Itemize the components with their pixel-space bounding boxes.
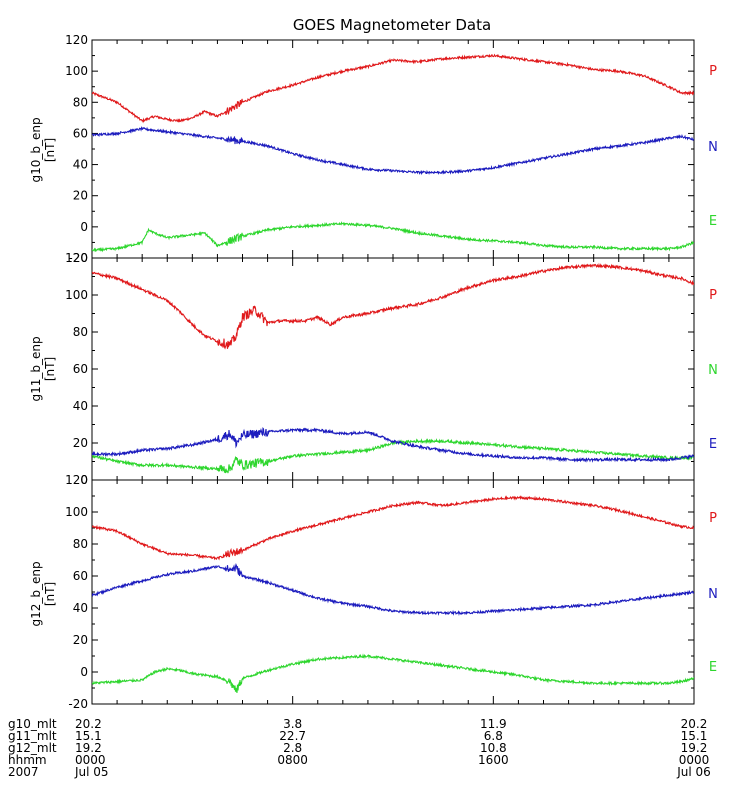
xaxis-tick-value: 10.8 xyxy=(480,741,507,755)
panel-g12-series-n-line xyxy=(92,562,694,616)
panel-g11-ytick-label: 120 xyxy=(65,251,88,265)
panel-g10-ytick-label: 0 xyxy=(80,220,88,234)
panel-g12-ytick-label: -20 xyxy=(68,697,88,711)
xaxis-tick-value: 19.2 xyxy=(75,741,102,755)
panel-g10-ytick-label: 20 xyxy=(73,189,88,203)
xaxis-tick-value: 0000 xyxy=(679,753,710,767)
xaxis-tick-value: 3.8 xyxy=(283,717,302,731)
panel-g10-ytick-label: 80 xyxy=(73,95,88,109)
panel-g11-series-e-line xyxy=(92,427,694,463)
panel-g11-ylabel: g11_b_enp xyxy=(29,336,43,401)
panel-g10-series-p-line xyxy=(92,53,694,124)
panel-g11-legend-e: E xyxy=(709,437,717,452)
panel-g10-legend-e: E xyxy=(709,214,717,229)
panel-g12-series-p-line xyxy=(92,495,694,561)
panel-g12-ytick-label: 40 xyxy=(73,601,88,615)
xaxis-tick-value: 6.8 xyxy=(484,729,503,743)
panel-g12-ytick-label: 60 xyxy=(73,569,88,583)
panel-g12-ytick-label: 100 xyxy=(65,505,88,519)
xaxis-tick-value: 1600 xyxy=(478,753,509,767)
xaxis-tick-value: 0000 xyxy=(75,753,106,767)
panel-g10-ytick-label: 100 xyxy=(65,64,88,78)
xaxis-tick-value: 22.7 xyxy=(279,729,306,743)
xaxis-tick-value: Jul 06 xyxy=(676,765,711,779)
chart-title: GOES Magnetometer Data xyxy=(293,16,491,34)
xaxis-row-label: g10_mlt xyxy=(8,717,57,731)
panel-g12-legend-e: E xyxy=(709,660,717,675)
panel-g10-series-n-line xyxy=(92,125,694,176)
xaxis-tick-value: 15.1 xyxy=(681,729,708,743)
panel-g11-ytick-label: 20 xyxy=(73,436,88,450)
panel-g11-frame xyxy=(91,257,695,481)
panel-g11-legend-p: P xyxy=(709,288,717,303)
panel-g12-legend-p: P xyxy=(709,511,717,526)
panel-g12-ytick-label: 120 xyxy=(65,473,88,487)
panel-g10-ytick-label: 40 xyxy=(73,158,88,172)
panel-g10-ylabel: g10_b_enp xyxy=(29,117,43,182)
xaxis-row-label: hhmm xyxy=(8,753,47,767)
panel-g10-legend-p: P xyxy=(709,64,717,79)
panel-g11-legend-n: N xyxy=(708,363,718,378)
xaxis-tick-value: 20.2 xyxy=(75,717,102,731)
panel-g10-legend-n: N xyxy=(708,140,718,155)
panel-g10-frame xyxy=(91,39,695,259)
xaxis-tick-value: 20.2 xyxy=(681,717,708,731)
xaxis-row-label: g12_mlt xyxy=(8,741,57,755)
panel-g11-ytick-label: 40 xyxy=(73,399,88,413)
panel-g10-yunit: [nT] xyxy=(43,138,57,162)
panel-g12-ytick-label: 20 xyxy=(73,633,88,647)
xaxis-tick-value: 11.9 xyxy=(480,717,507,731)
xaxis-tick-value: 2.8 xyxy=(283,741,302,755)
panel-g10-ytick-label: 120 xyxy=(65,33,88,47)
panel-g11-ytick-label: 0 xyxy=(80,473,88,487)
panel-g12-ytick-label: 80 xyxy=(73,537,88,551)
panel-g10-ytick-label: 60 xyxy=(73,126,88,140)
panel-g12: g12_b_enp [nT] -20 0 20 40 60 80 100 120 P N E xyxy=(29,473,718,711)
panel-g11-series-p-line xyxy=(92,262,694,350)
x-axis-table: g10_mltg11_mltg12_mlthhmm200720.215.119.… xyxy=(8,717,711,779)
panel-g12-yunit: [nT] xyxy=(43,582,57,606)
panel-g11-series-n-line xyxy=(92,438,694,474)
panel-g12-series-e-line xyxy=(92,653,694,694)
xaxis-row-label: 2007 xyxy=(8,765,39,779)
panel-g11-yunit: [nT] xyxy=(43,357,57,381)
xaxis-tick-value: Jul 05 xyxy=(74,765,109,779)
panel-g12-ytick-label: 0 xyxy=(80,665,88,679)
panel-g11-ytick-label: 80 xyxy=(73,325,88,339)
panel-g11: g11_b_enp [nT] 0 20 40 60 80 100 120 P N E xyxy=(29,251,718,487)
xaxis-tick-value: 15.1 xyxy=(75,729,102,743)
panel-g10-ytick-label: -20 xyxy=(68,251,88,265)
panel-g11-ytick-label: 100 xyxy=(65,288,88,302)
xaxis-tick-value: 19.2 xyxy=(681,741,708,755)
xaxis-row-label: g11_mlt xyxy=(8,729,57,743)
panel-g12-legend-n: N xyxy=(708,587,718,602)
panel-g10-series-e-line xyxy=(92,221,694,253)
xaxis-tick-value: 0800 xyxy=(277,753,308,767)
panel-g11-ytick-label: 60 xyxy=(73,362,88,376)
panel-g10: g10_b_enp [nT] -20 0 20 40 60 80 100 120 P N E xyxy=(29,33,718,265)
panel-g12-ylabel: g12_b_enp xyxy=(29,561,43,626)
